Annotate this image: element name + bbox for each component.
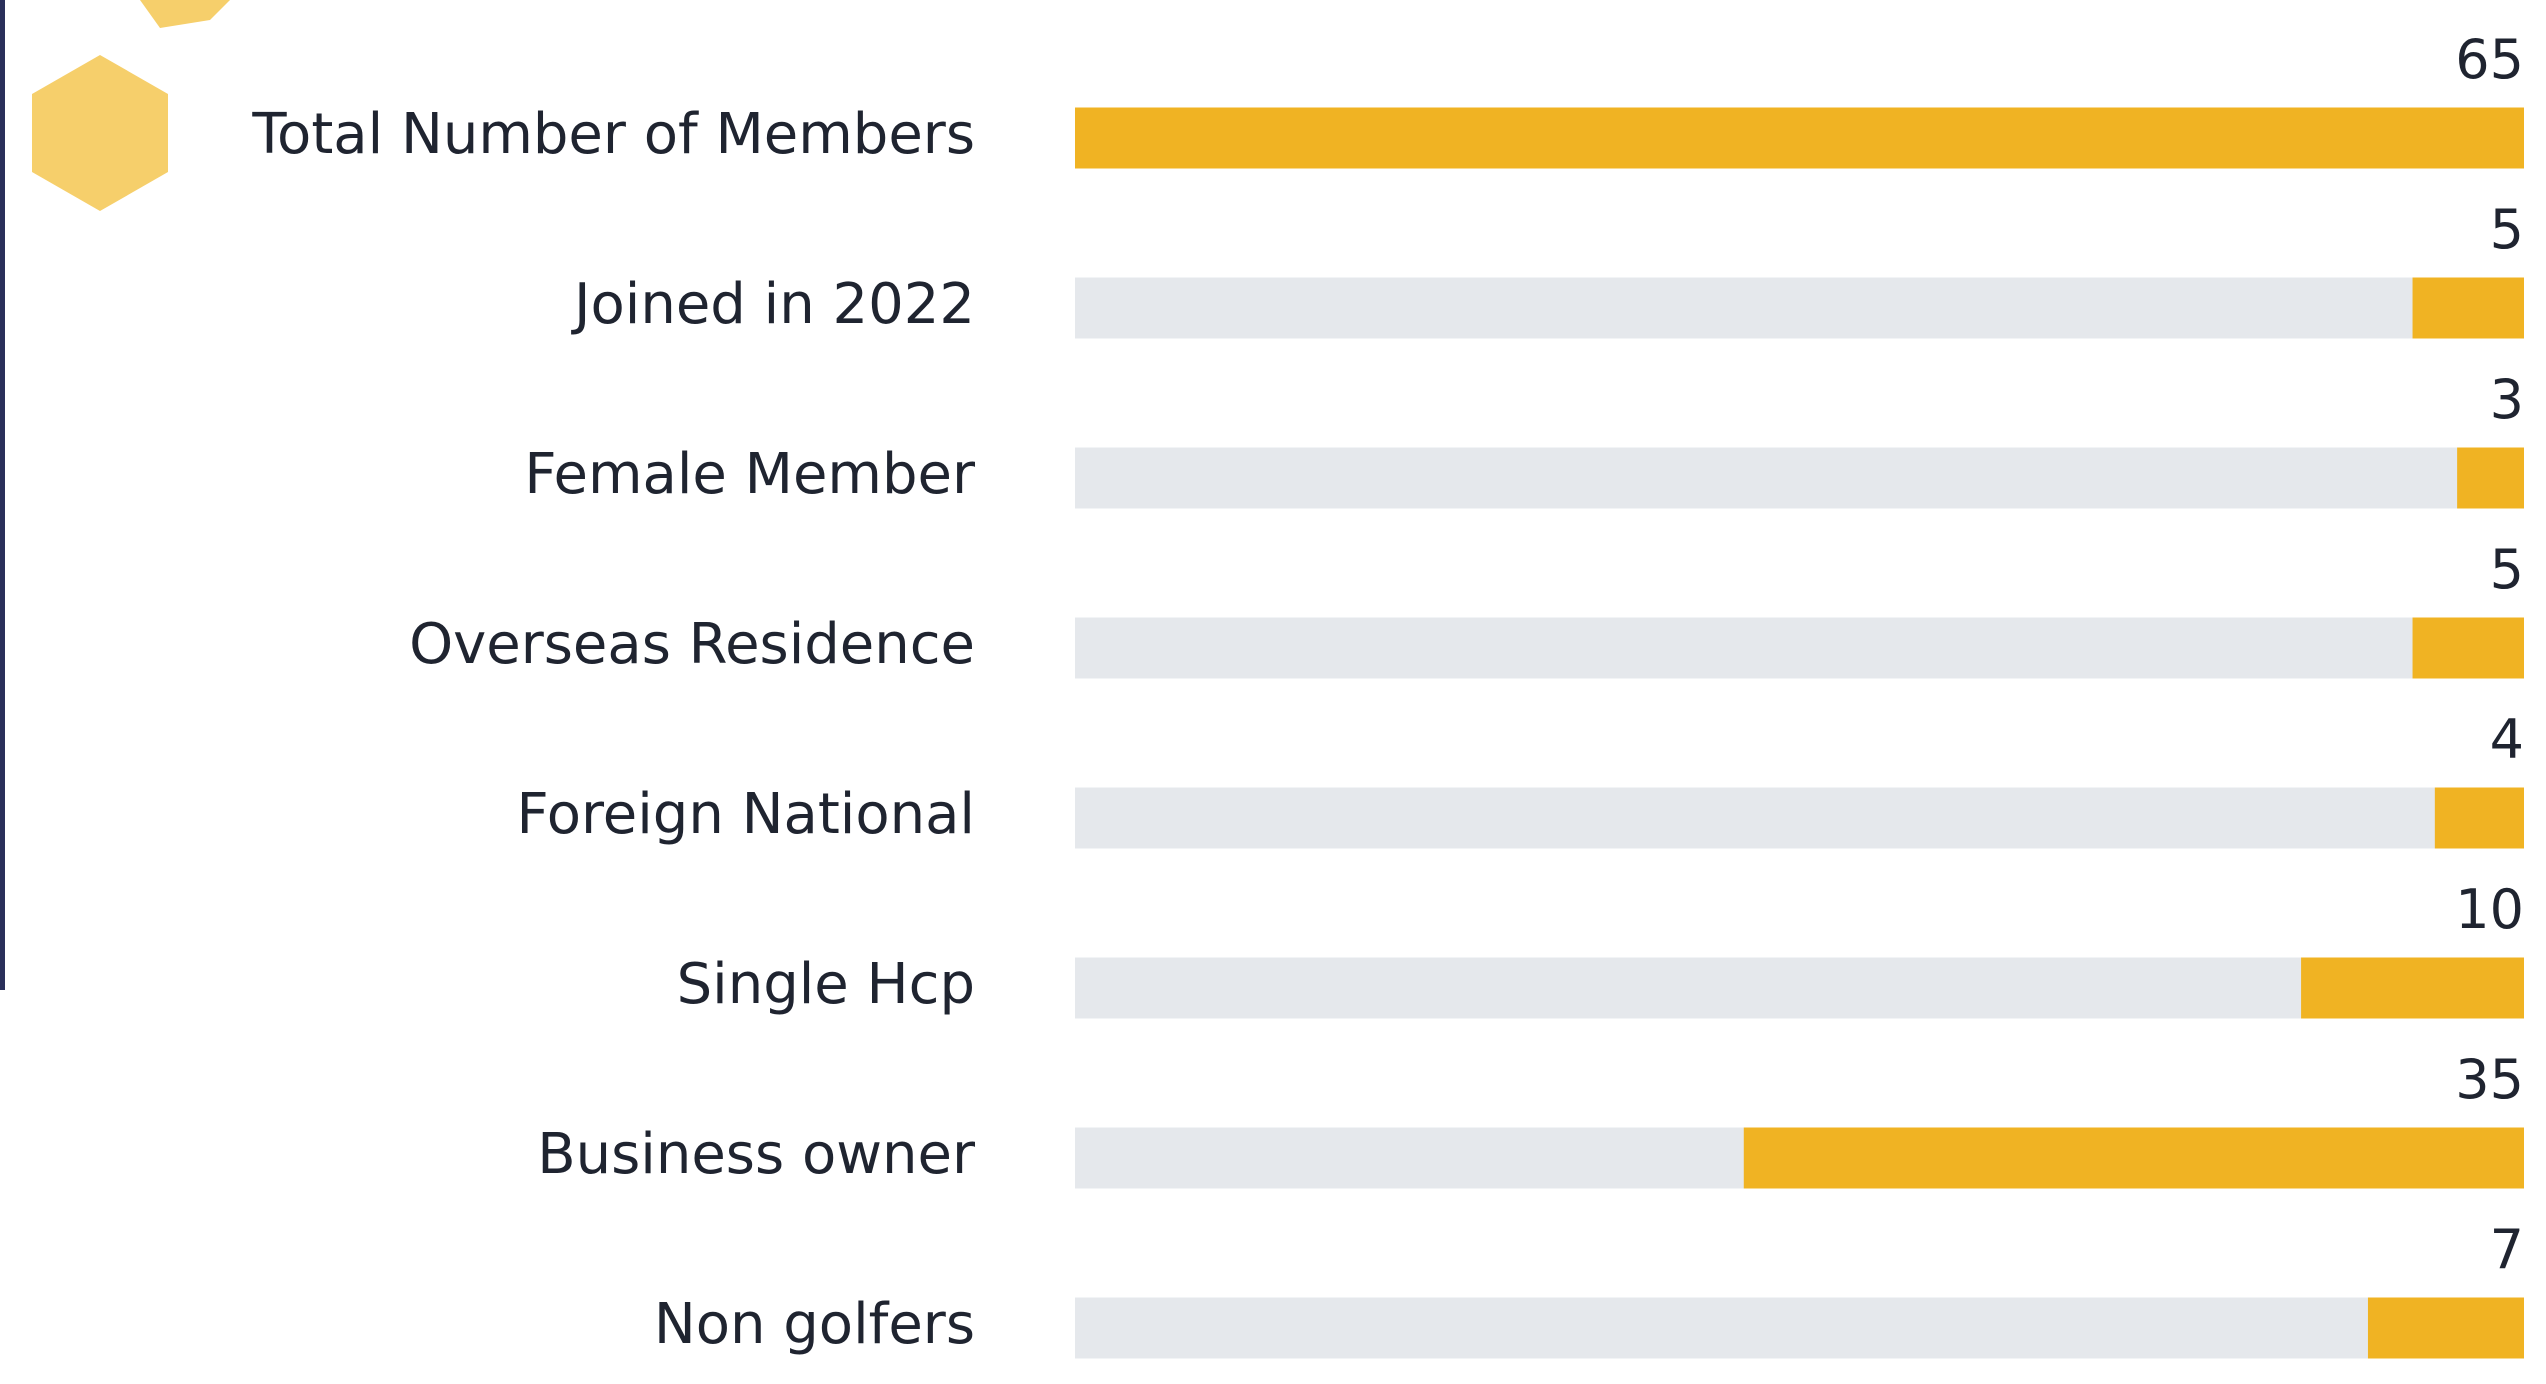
bar bbox=[2301, 957, 2524, 1019]
bar bbox=[2434, 787, 2524, 849]
value-label: 65 bbox=[2455, 28, 2524, 91]
category-label: Total Number of Members bbox=[251, 102, 975, 167]
bar-track bbox=[1075, 957, 2524, 1019]
bar bbox=[2367, 1297, 2524, 1359]
bar-track bbox=[1075, 277, 2524, 339]
category-label: Non golfers bbox=[654, 1292, 975, 1357]
value-label: 3 bbox=[2490, 368, 2524, 431]
value-label: 7 bbox=[2490, 1218, 2524, 1281]
value-label: 4 bbox=[2490, 708, 2524, 771]
category-label: Joined in 2022 bbox=[571, 272, 975, 337]
category-label: Female Member bbox=[524, 442, 976, 507]
value-label: 10 bbox=[2455, 878, 2524, 941]
bar bbox=[1075, 107, 2524, 169]
bar bbox=[2457, 447, 2524, 509]
value-label: 5 bbox=[2490, 198, 2524, 261]
bar-track bbox=[1075, 617, 2524, 679]
bar-track bbox=[1075, 787, 2524, 849]
category-label: Business owner bbox=[537, 1122, 976, 1187]
bar bbox=[2412, 617, 2524, 679]
bar-track bbox=[1075, 1297, 2524, 1359]
value-label: 35 bbox=[2455, 1048, 2524, 1111]
value-label: 5 bbox=[2490, 538, 2524, 601]
category-label: Single Hcp bbox=[677, 952, 975, 1017]
bar bbox=[1743, 1127, 2524, 1189]
category-label: Foreign National bbox=[517, 782, 975, 847]
left-edge bbox=[0, 0, 5, 990]
bar bbox=[2412, 277, 2524, 339]
bar-track bbox=[1075, 447, 2524, 509]
category-label: Overseas Residence bbox=[409, 612, 975, 677]
hexagon-decor bbox=[140, 0, 230, 28]
hexagon-decor bbox=[32, 55, 168, 211]
